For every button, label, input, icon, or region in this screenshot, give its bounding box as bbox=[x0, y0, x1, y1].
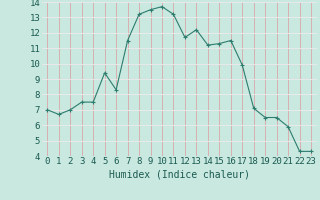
X-axis label: Humidex (Indice chaleur): Humidex (Indice chaleur) bbox=[109, 169, 250, 179]
